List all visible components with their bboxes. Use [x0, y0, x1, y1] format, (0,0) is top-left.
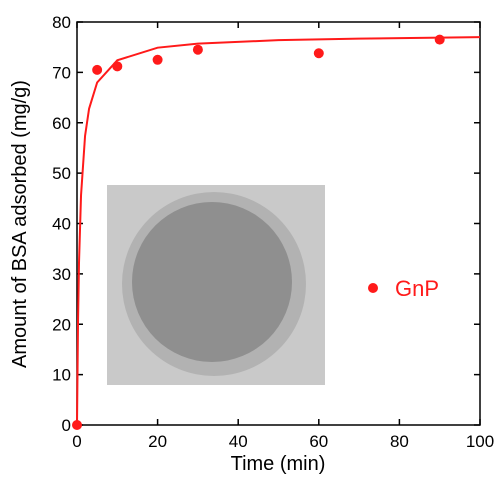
fit-curve [76, 36, 481, 426]
y-tick-label: 30 [52, 265, 71, 284]
x-tick-label: 60 [309, 432, 328, 451]
y-tick-label: 0 [62, 416, 71, 435]
legend-label: GnP [395, 276, 439, 301]
y-tick-label: 10 [52, 366, 71, 385]
photo-disc [132, 202, 292, 362]
data-point [434, 34, 445, 45]
y-tick-label: 70 [52, 63, 71, 82]
x-tick-label: 80 [390, 432, 409, 451]
x-axis-title: Time (min) [231, 453, 326, 475]
y-tick-label: 80 [52, 13, 71, 32]
data-point [192, 44, 203, 55]
data-point [92, 64, 103, 75]
y-tick-label: 50 [52, 164, 71, 183]
x-tick-label: 40 [229, 432, 248, 451]
y-tick-label: 40 [52, 215, 71, 234]
x-tick-label: 100 [466, 432, 494, 451]
data-point [152, 54, 163, 65]
legend-marker [368, 283, 378, 293]
x-tick-label: 20 [148, 432, 167, 451]
y-axis-title: Amount of BSA adsorbed (mg/g) [9, 80, 31, 368]
inset-photo [107, 185, 325, 385]
y-tick-label: 60 [52, 114, 71, 133]
y-tick-label: 20 [52, 315, 71, 334]
x-tick-label: 0 [72, 432, 81, 451]
data-point [313, 48, 324, 59]
